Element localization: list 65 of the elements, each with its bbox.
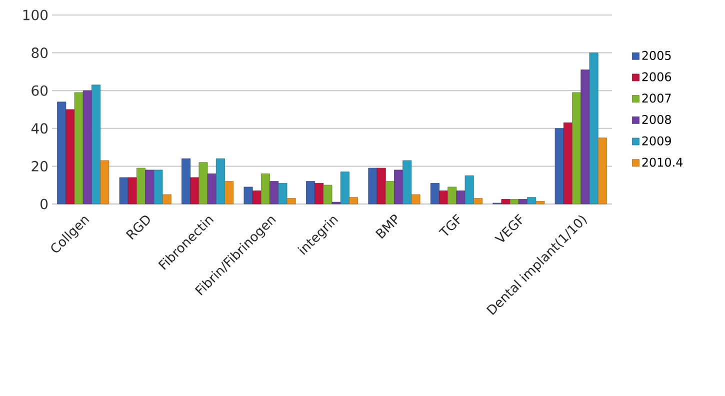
bar [100, 160, 110, 204]
bar [162, 194, 172, 204]
bar [57, 102, 66, 204]
bar [286, 198, 296, 204]
legend-label: 2008 [642, 114, 671, 124]
bar [456, 190, 466, 204]
bar [244, 186, 253, 204]
bar [190, 177, 200, 204]
bar [349, 197, 358, 204]
bar [439, 190, 448, 204]
bar [82, 90, 92, 204]
bar [224, 181, 234, 204]
bar [572, 92, 582, 204]
bar [207, 174, 216, 204]
bar [260, 174, 270, 204]
bar [368, 168, 378, 204]
bar [136, 168, 146, 204]
bar [154, 170, 163, 204]
bar [527, 197, 536, 204]
legend-label: 2005 [642, 50, 671, 60]
y-tick-label: 20 [32, 160, 48, 172]
bar [198, 162, 208, 204]
bar [473, 198, 482, 204]
bar [278, 183, 288, 204]
bar [145, 170, 154, 204]
x-tick-label: TGF [438, 214, 460, 236]
bar [385, 181, 394, 204]
bar [536, 200, 545, 204]
legend-label: 2007 [642, 94, 671, 103]
y-tick-label: 60 [32, 85, 48, 96]
legend-label: 2009 [642, 136, 671, 146]
bar [306, 181, 315, 204]
bar [510, 199, 519, 204]
bar [580, 70, 590, 204]
bar [430, 183, 440, 204]
legend-label: 2010.4 [642, 158, 683, 167]
bar [598, 138, 607, 204]
bar [340, 172, 350, 204]
y-tick-label: 40 [31, 123, 48, 134]
bar [376, 168, 386, 204]
legend-label: 2006 [642, 72, 672, 82]
bar [501, 199, 510, 204]
bar [589, 52, 598, 204]
bar [554, 128, 564, 204]
bar [182, 158, 191, 204]
bar [74, 92, 84, 204]
bar [402, 160, 412, 204]
y-tick-label: 100 [23, 10, 48, 20]
bar [448, 186, 457, 204]
bar [92, 84, 101, 204]
bar [128, 177, 137, 204]
bar [314, 183, 324, 204]
bar [394, 170, 404, 204]
bar [270, 181, 279, 204]
bar [518, 199, 528, 204]
bar [464, 175, 474, 204]
bar [216, 158, 225, 204]
bar [411, 194, 420, 204]
bar [563, 122, 572, 204]
bar [252, 190, 262, 204]
y-tick-label: 80 [32, 48, 48, 58]
bar [119, 177, 128, 204]
bar [66, 109, 75, 204]
bar [323, 184, 332, 204]
y-tick-label: 0 [40, 198, 48, 210]
